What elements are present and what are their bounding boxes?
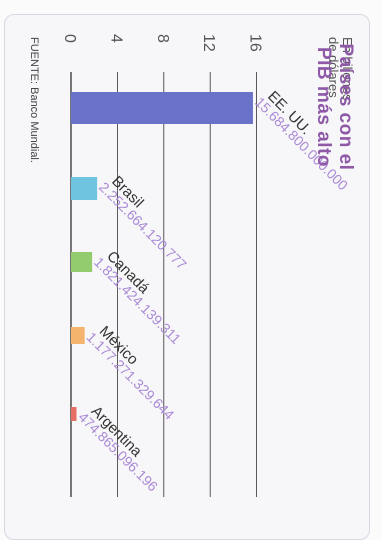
bar <box>70 327 85 344</box>
bar <box>71 92 253 124</box>
tick-label: 4 <box>107 34 124 43</box>
bar <box>70 252 93 272</box>
source-note: FUENTE: Banco Mundial. <box>28 37 40 163</box>
tick-label: 8 <box>154 34 171 43</box>
tick-label: 12 <box>200 34 217 52</box>
chart-frame: 0 4 8 12 16 EE. UU. 15.684.800.000.000 Brasil 2.… <box>16 27 366 537</box>
chart-title: Países con el PIB más alto <box>313 43 356 171</box>
bar <box>70 407 77 421</box>
chart-card: 0 4 8 12 16 EE. UU. 15.684.800.000.000 Brasil 2.… <box>4 14 370 540</box>
tick-label: 16 <box>247 34 264 52</box>
bar <box>70 177 98 200</box>
tick-label: 0 <box>61 34 78 43</box>
